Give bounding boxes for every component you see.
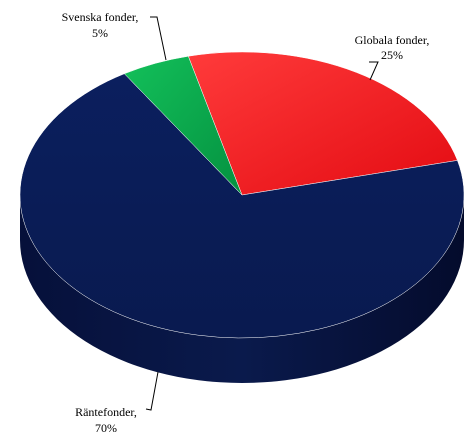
label-svenska-name: Svenska fonder, [62,10,139,24]
label-globala-name: Globala fonder, [355,33,430,47]
label-globala: Globala fonder, 25% [355,33,430,81]
pie-side-wall [20,195,464,383]
leader-ranta [145,371,159,411]
slice-r-ntefonder [19,73,465,339]
label-svenska-value: 5% [92,26,108,40]
leader-globala [369,61,379,81]
slice-svenska-fonder [123,55,243,196]
label-globala-value: 25% [381,48,403,62]
label-svenska: Svenska fonder, 5% [62,10,167,61]
label-ranta-name: Räntefonder, [75,405,137,419]
label-ranta-value: 70% [95,421,117,434]
label-ranta: Räntefonder, 70% [75,371,159,434]
pie-slices [19,51,465,339]
leader-svenska [150,16,167,61]
slice-globala-fonder [187,51,458,196]
